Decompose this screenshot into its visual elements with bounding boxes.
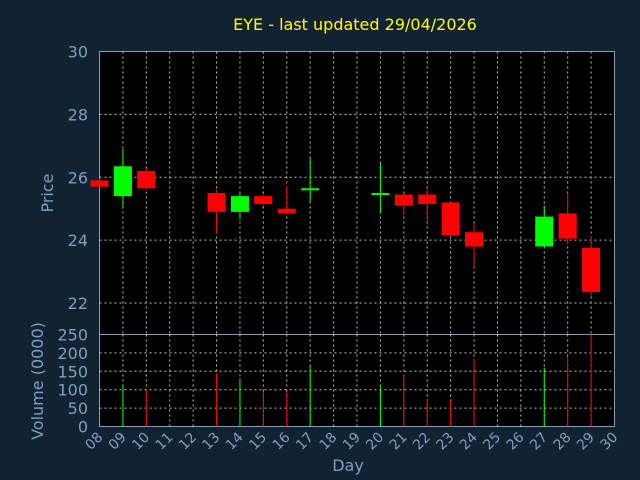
candle-body (230, 196, 249, 212)
x-tick-label: 24 (457, 429, 481, 453)
price-tick-label: 28 (68, 105, 88, 124)
price-tick-label: 24 (68, 231, 88, 250)
x-tick-label: 27 (527, 430, 551, 454)
x-tick-label: 16 (270, 429, 294, 453)
x-tick-label: 14 (223, 429, 247, 453)
x-tick-label: 15 (246, 430, 270, 454)
x-tick-label: 18 (316, 430, 340, 454)
volume-tick-label: 150 (57, 362, 88, 381)
candle-body (418, 194, 437, 205)
price-axis-label: Price (38, 173, 57, 212)
x-tick-label: 28 (551, 430, 575, 454)
volume-tick-label: 200 (57, 344, 88, 363)
candle-body (465, 232, 484, 247)
chart-title: EYE - last updated 29/04/2026 (233, 15, 477, 34)
x-tick-label: 25 (480, 430, 504, 454)
candle-body (441, 202, 460, 236)
volume-tick-label: 0 (78, 418, 88, 437)
price-y-axis: 22 24 26 28 30 (68, 43, 88, 314)
candle-body (371, 193, 390, 195)
x-tick-label: 29 (574, 430, 598, 454)
candle-body (558, 213, 577, 239)
volume-axis-label: Volume (0000) (28, 322, 47, 440)
candle-body (207, 193, 226, 212)
x-tick-label: 13 (199, 430, 223, 454)
volume-tick-label: 100 (57, 381, 88, 400)
price-tick-label: 26 (68, 168, 88, 187)
x-tick-label: 17 (293, 430, 317, 454)
x-axis-label: Day (332, 456, 364, 475)
candle-body (254, 196, 273, 205)
volume-series (122, 334, 592, 427)
x-tick-label: 10 (129, 430, 153, 454)
candle-body (137, 170, 156, 189)
candle-body (277, 208, 296, 214)
volume-tick-label: 250 (57, 326, 88, 345)
x-tick-label: 21 (387, 430, 411, 454)
x-tick-label: 23 (434, 430, 458, 454)
candle-body (394, 194, 413, 206)
candle-body (301, 188, 320, 191)
candle-body (535, 216, 554, 247)
candle-body (90, 180, 109, 187)
x-tick-label: 30 (597, 430, 621, 454)
x-tick-label: 11 (153, 430, 177, 454)
x-tick-label: 19 (340, 430, 364, 454)
x-tick-label: 22 (410, 430, 434, 454)
volume-tick-label: 50 (68, 399, 88, 418)
x-tick-label: 12 (176, 430, 200, 454)
x-tick-label: 09 (106, 430, 130, 454)
x-axis: 08 09 10 11 12 13 14 15 16 17 18 19 20 21 22 23 24 25 26 27… (82, 429, 621, 453)
price-tick-label: 22 (68, 294, 88, 313)
candle-body (582, 248, 601, 293)
candle-body (113, 166, 132, 197)
x-tick-label: 20 (363, 430, 387, 454)
x-tick-label: 26 (504, 429, 528, 453)
price-tick-label: 30 (68, 43, 88, 62)
candlestick-series (90, 148, 601, 297)
